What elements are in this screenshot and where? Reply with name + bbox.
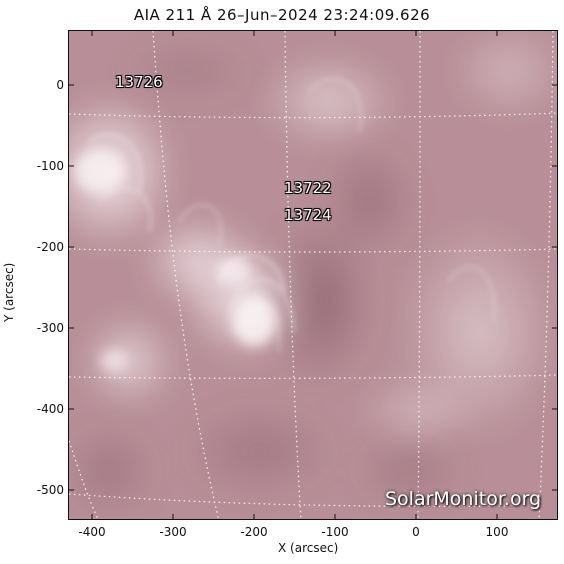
y-tick-label: -200	[36, 240, 64, 254]
y-tick-label: -300	[36, 321, 64, 335]
active-region-label: 13722	[284, 179, 332, 197]
watermark: SolarMonitor.org	[385, 488, 542, 510]
solar-image-panel: 13726 13722 13724 SolarMonitor.org	[68, 30, 558, 520]
x-tick-label: -100	[321, 525, 349, 539]
y-tick-label: -400	[36, 402, 64, 416]
y-axis-label: Y (arcsec)	[2, 262, 16, 322]
solar-corona-image	[69, 31, 557, 519]
y-tick-label: -500	[36, 483, 64, 497]
active-region-label: 13724	[284, 206, 332, 224]
y-tick-label: -100	[36, 159, 64, 173]
active-region-label: 13726	[115, 73, 163, 91]
heliographic-grid	[69, 31, 557, 519]
x-axis-label: X (arcsec)	[278, 541, 339, 555]
x-tick-label: -200	[240, 525, 268, 539]
x-tick-label: -300	[159, 525, 187, 539]
x-tick-label: 100	[485, 525, 509, 539]
x-tick-label: -400	[78, 525, 106, 539]
image-title: AIA 211 Å 26–Jun–2024 23:24:09.626	[133, 6, 431, 24]
y-tick-label: 0	[56, 78, 64, 92]
x-tick-label: 0	[412, 525, 420, 539]
